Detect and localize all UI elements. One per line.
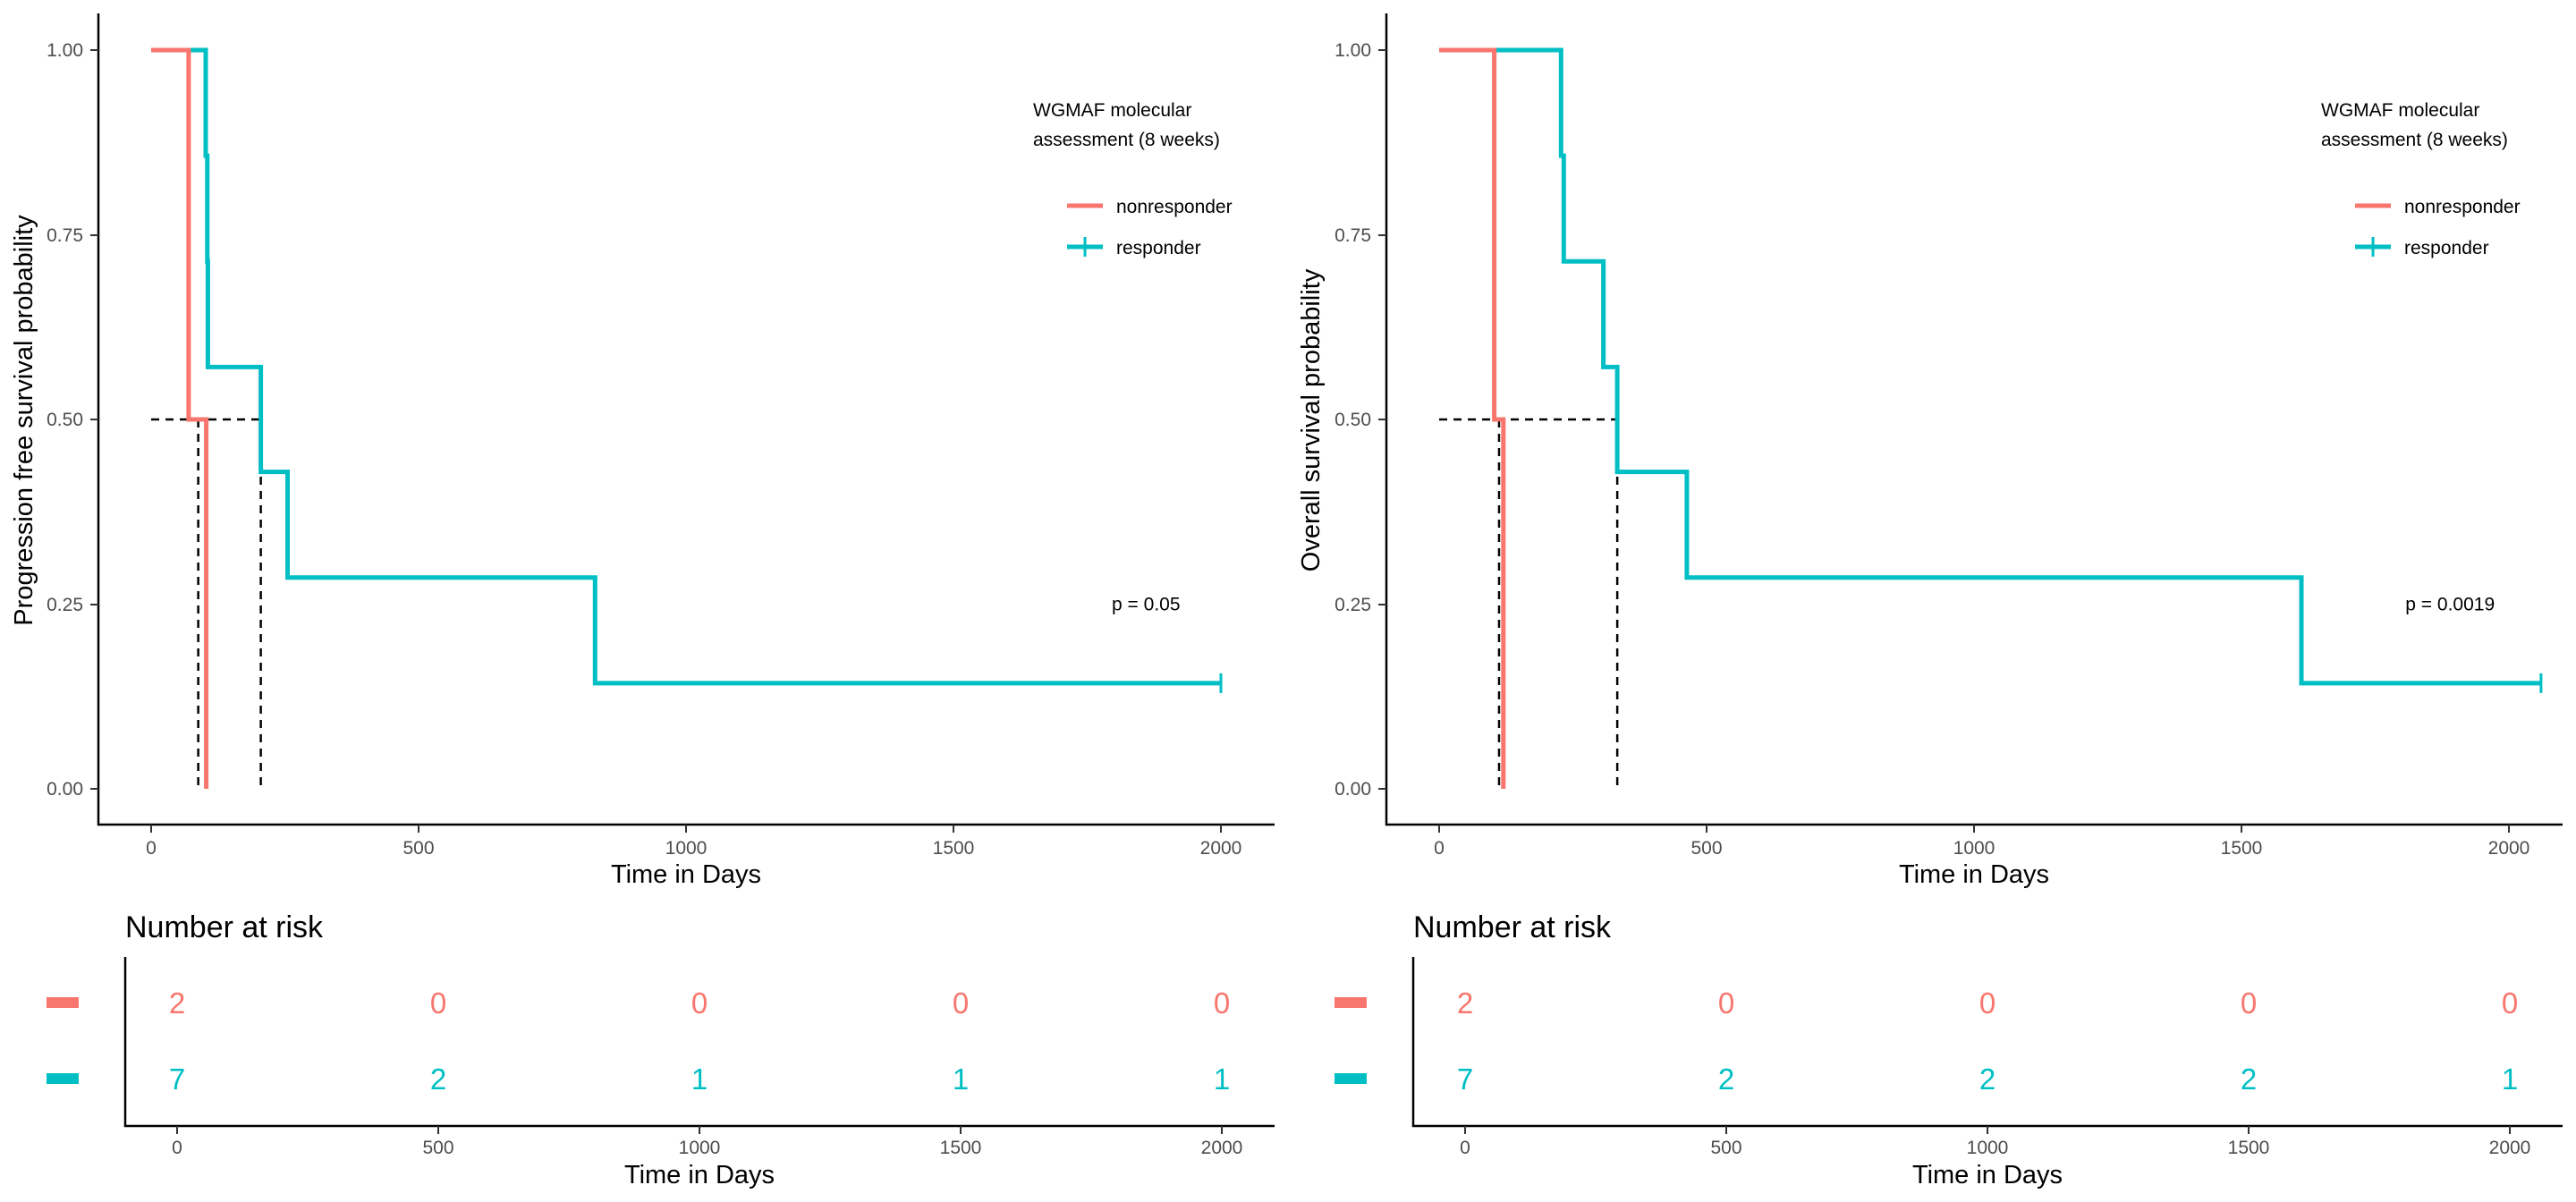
pfs-x-axis-label: Time in Days [611, 860, 761, 889]
os-x-tick-label: 1500 [2221, 838, 2263, 859]
os-legend-label-responder: responder [2404, 238, 2489, 258]
pfs-risk-row-nonresponder: 2 0 0 0 0 [169, 986, 1230, 1020]
pfs-plot-area: p = 0.05 [151, 47, 1223, 789]
os-risk-count: 0 [1979, 986, 1996, 1020]
pfs-risk-x-tick-label: 500 [422, 1138, 453, 1158]
os-risk-count: 2 [1979, 1062, 1996, 1096]
os-risk-count: 7 [1457, 1062, 1473, 1096]
pfs-risk-title: Number at risk [125, 910, 324, 944]
pfs-risk-count: 0 [430, 986, 446, 1020]
pfs-panel: Progression free survival probability 0.… [10, 13, 1275, 1189]
os-plot-area: p = 0.0019 [1439, 47, 2543, 789]
pfs-y-tick-label: 0.75 [47, 225, 83, 246]
os-legend-label-nonresponder: nonresponder [2404, 197, 2521, 217]
os-risk-count: 0 [2502, 986, 2518, 1020]
os-risk-key-responder [1335, 1073, 1367, 1084]
pfs-risk-count: 1 [953, 1062, 969, 1096]
pfs-x-ticks: 0 500 1000 1500 2000 [146, 825, 1241, 859]
pfs-risk-count: 1 [691, 1062, 708, 1096]
pfs-y-tick-label: 0.50 [47, 410, 83, 430]
pfs-y-axis-label: Progression free survival probability [10, 215, 38, 626]
pfs-risk-count: 1 [1214, 1062, 1230, 1096]
pfs-risk-x-tick-label: 1500 [940, 1138, 982, 1158]
pfs-risk-table: Number at risk 2 0 0 0 0 7 2 1 1 1 [47, 910, 1275, 1189]
os-x-axis-label: Time in Days [1899, 860, 2049, 889]
os-x-tick-label: 0 [1434, 838, 1445, 859]
os-p-value: p = 0.0019 [2405, 595, 2495, 615]
os-y-ticks: 0.00 0.25 0.50 0.75 1.00 [1335, 40, 1386, 800]
pfs-risk-x-tick-label: 1000 [679, 1138, 721, 1158]
pfs-risk-x-ticks: 0 500 1000 1500 2000 [172, 1126, 1242, 1158]
pfs-risk-key-nonresponder [47, 997, 79, 1008]
pfs-y-tick-label: 0.00 [47, 779, 83, 800]
pfs-x-tick-label: 2000 [1200, 838, 1242, 859]
os-risk-x-tick-label: 2000 [2489, 1138, 2531, 1158]
pfs-risk-row-responder: 7 2 1 1 1 [169, 1062, 1230, 1096]
os-risk-count: 0 [2241, 986, 2257, 1020]
os-risk-x-axis-label: Time in Days [1912, 1161, 2063, 1189]
os-y-tick-label: 0.25 [1335, 595, 1371, 615]
os-legend-title-line2: assessment (8 weeks) [2321, 130, 2508, 150]
os-risk-x-tick-label: 0 [1460, 1138, 1470, 1158]
os-curve-nonresponder [1439, 47, 1506, 789]
pfs-risk-count: 7 [169, 1062, 185, 1096]
pfs-y-tick-label: 1.00 [47, 40, 83, 61]
pfs-legend-label-nonresponder: nonresponder [1116, 197, 1233, 217]
pfs-risk-count: 0 [953, 986, 969, 1020]
pfs-risk-count: 0 [1214, 986, 1230, 1020]
pfs-risk-count: 2 [169, 986, 185, 1020]
pfs-risk-key-responder [47, 1073, 79, 1084]
os-y-tick-label: 0.50 [1335, 410, 1371, 430]
pfs-y-ticks: 0.00 0.25 0.50 0.75 1.00 [47, 40, 98, 800]
pfs-legend: WGMAF molecular assessment (8 weeks) non… [1033, 100, 1233, 258]
pfs-risk-count: 0 [691, 986, 708, 1020]
os-risk-title: Number at risk [1413, 910, 1612, 944]
os-y-axis-label: Overall survival probability [1297, 268, 1326, 571]
os-y-tick-label: 0.00 [1335, 779, 1371, 800]
pfs-risk-count: 2 [430, 1062, 446, 1096]
os-y-tick-label: 0.75 [1335, 225, 1371, 246]
os-risk-x-tick-label: 1500 [2228, 1138, 2270, 1158]
os-risk-x-tick-label: 500 [1710, 1138, 1741, 1158]
os-risk-row-responder: 7 2 2 2 1 [1457, 1062, 2518, 1096]
os-x-tick-label: 500 [1690, 838, 1722, 859]
os-legend: WGMAF molecular assessment (8 weeks) non… [2321, 100, 2521, 258]
os-risk-count: 2 [2241, 1062, 2257, 1096]
pfs-curve-nonresponder [151, 47, 209, 789]
os-risk-count: 2 [1457, 986, 1473, 1020]
os-y-tick-label: 1.00 [1335, 40, 1371, 61]
pfs-p-value: p = 0.05 [1112, 595, 1180, 615]
pfs-risk-x-axis-label: Time in Days [624, 1161, 775, 1189]
os-risk-row-nonresponder: 2 0 0 0 0 [1457, 986, 2518, 1020]
os-x-ticks: 0 500 1000 1500 2000 [1434, 825, 2529, 859]
os-legend-title-line1: WGMAF molecular [2321, 100, 2479, 121]
os-x-tick-label: 1000 [1953, 838, 1996, 859]
pfs-legend-title-line2: assessment (8 weeks) [1033, 130, 1220, 150]
os-risk-table: Number at risk 2 0 0 0 0 7 2 2 2 1 [1335, 910, 2563, 1189]
pfs-x-tick-label: 1000 [665, 838, 708, 859]
pfs-risk-x-tick-label: 2000 [1201, 1138, 1243, 1158]
pfs-x-tick-label: 500 [402, 838, 434, 859]
os-risk-x-tick-label: 1000 [1967, 1138, 2009, 1158]
pfs-curve-responder [151, 47, 1221, 686]
os-risk-x-ticks: 0 500 1000 1500 2000 [1460, 1126, 2530, 1158]
os-panel: Overall survival probability 0.00 0.25 0… [1297, 13, 2563, 1189]
pfs-legend-title-line1: WGMAF molecular [1033, 100, 1191, 121]
pfs-y-tick-label: 0.25 [47, 595, 83, 615]
os-risk-key-nonresponder [1335, 997, 1367, 1008]
pfs-legend-label-responder: responder [1116, 238, 1201, 258]
pfs-x-tick-label: 1500 [933, 838, 975, 859]
os-risk-count: 1 [2502, 1062, 2518, 1096]
pfs-x-tick-label: 0 [146, 838, 157, 859]
os-risk-count: 0 [1718, 986, 1734, 1020]
pfs-risk-x-tick-label: 0 [172, 1138, 182, 1158]
os-risk-count: 2 [1718, 1062, 1734, 1096]
os-x-tick-label: 2000 [2488, 838, 2530, 859]
os-curve-responder [1439, 47, 2541, 686]
